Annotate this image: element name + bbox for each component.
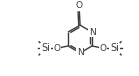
Text: N: N <box>77 48 83 57</box>
Text: O: O <box>100 44 107 53</box>
Text: N: N <box>89 28 95 37</box>
Text: O: O <box>53 44 60 53</box>
Text: O: O <box>75 1 82 10</box>
Text: Si: Si <box>110 43 119 53</box>
Text: Si: Si <box>41 43 50 53</box>
